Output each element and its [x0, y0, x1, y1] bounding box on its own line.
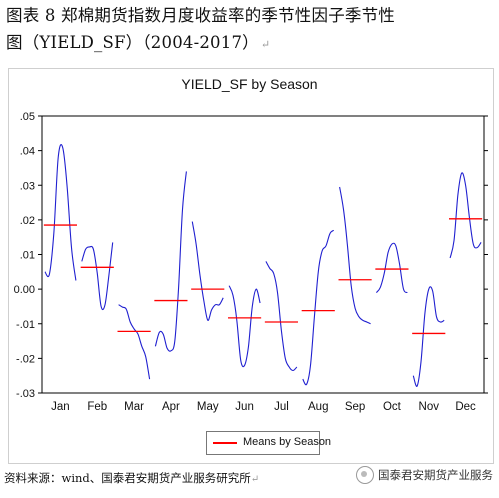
document-title-line2: 图（YIELD_SF）（2004-2017） ↵: [6, 33, 271, 52]
x-tick-label: Jun: [235, 401, 254, 413]
y-tick-label: -.03: [16, 388, 35, 400]
watermark: 国泰君安期货产业服务: [356, 466, 493, 484]
document-title: 图表 8 郑棉期货指数月度收益率的季节性因子季节性 图（YIELD_SF）（20…: [6, 2, 494, 58]
document-title-line1: 图表 8 郑棉期货指数月度收益率的季节性因子季节性: [6, 6, 395, 25]
x-tick-label: Feb: [87, 401, 107, 413]
y-tick-label: 0.00: [14, 284, 35, 296]
season-line-aug: [302, 229, 335, 386]
y-tick-label: -.01: [16, 319, 35, 331]
x-tick-label: Jan: [51, 401, 70, 413]
y-tick-label: -.02: [16, 353, 35, 365]
y-tick-label: .04: [20, 146, 35, 158]
season-line-jun: [228, 285, 261, 368]
x-tick-label: May: [197, 401, 219, 413]
season-line-mar: [118, 304, 151, 380]
season-line-jan: [44, 144, 77, 281]
season-line-sep: [339, 186, 371, 325]
y-tick-label: .01: [20, 250, 35, 262]
chart-title: YIELD_SF by Season: [181, 76, 318, 92]
source-paragraph-mark: ↵: [250, 474, 260, 485]
source-note: 资料来源：wind、国泰君安期货产业服务研究所↵: [4, 471, 260, 485]
season-line-nov: [412, 286, 445, 387]
wechat-logo-icon: [356, 466, 374, 484]
x-tick-label: Dec: [455, 401, 476, 413]
season-line-apr: [154, 171, 187, 352]
x-tick-label: Apr: [162, 401, 180, 413]
y-tick-label: .05: [20, 111, 35, 123]
season-line-feb: [81, 242, 114, 311]
season-line-oct: [375, 242, 408, 294]
x-tick-label: Nov: [419, 401, 440, 413]
plot-area: [41, 115, 485, 394]
legend-label-means: Means by Season: [243, 436, 332, 448]
paragraph-mark: ↵: [260, 38, 271, 51]
y-tick-label: .02: [20, 215, 35, 227]
x-tick-label: Sep: [345, 401, 365, 413]
season-line-jul: [265, 261, 298, 372]
season-line-dec: [449, 172, 482, 259]
chart-frame: [8, 68, 494, 464]
x-tick-label: Jul: [274, 401, 289, 413]
x-tick-label: Oct: [383, 401, 402, 413]
season-line-may: [191, 221, 224, 321]
x-tick-label: Mar: [124, 401, 144, 413]
chart-legend: Means by Season: [206, 431, 331, 455]
legend-swatch-means: [213, 442, 237, 444]
y-tick-label: .03: [20, 180, 35, 192]
x-tick-label: Aug: [308, 401, 328, 413]
